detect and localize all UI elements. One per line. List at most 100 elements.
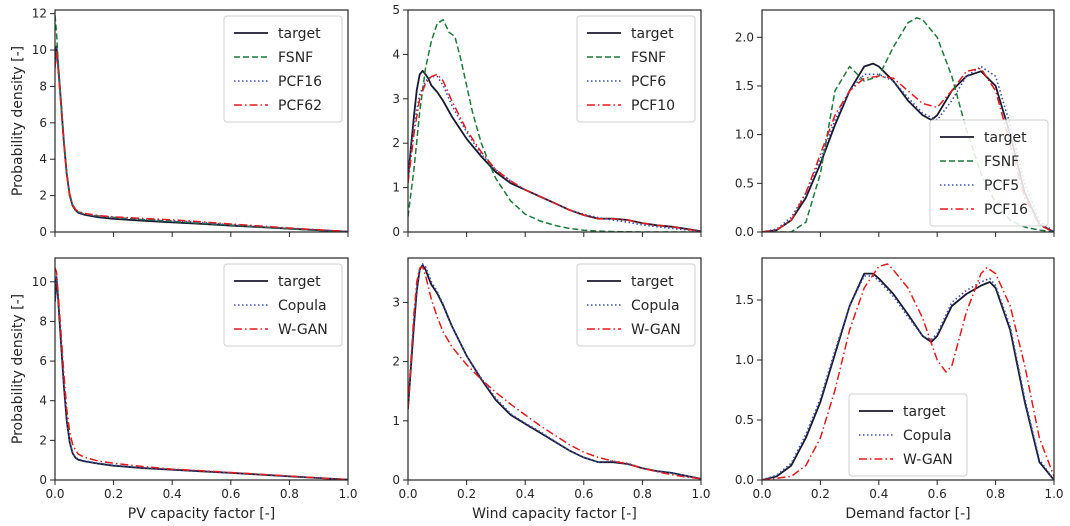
x-tick-label: 0.6	[221, 487, 240, 501]
legend-label-target: target	[278, 26, 321, 42]
y-tick-label: 4	[392, 47, 400, 61]
x-tick-label: 0.8	[986, 487, 1005, 501]
x-axis-label: Demand factor [-]	[845, 506, 970, 522]
axes-frame	[761, 9, 1055, 233]
legend-label-pcf10: PCF10	[631, 98, 675, 114]
y-tick-label: 1.5	[735, 79, 754, 93]
series-line-copula	[762, 275, 1054, 480]
legend-label-pcf5: PCF5	[984, 178, 1019, 194]
y-tick-label: 2	[392, 136, 400, 150]
series-line-target	[762, 272, 1054, 480]
legend-label-fsnf: FSNF	[984, 154, 1019, 170]
subplot-1-2: 0.0 0.5 1.0 1.5 0.0 0.2 0.4 0.6 0.8 1.0 Demand fac…	[735, 257, 1064, 522]
y-tick-label: 1	[392, 414, 400, 428]
x-axis-label: PV capacity factor [-]	[128, 506, 275, 522]
series-line-w-gan	[55, 267, 348, 480]
y-tick-label: 12	[32, 7, 47, 21]
x-tick-label: 1.0	[691, 487, 710, 501]
x-tick-label: 0.2	[104, 487, 123, 501]
axes-frame	[54, 257, 349, 481]
legend: target Copula W-GAN	[576, 263, 696, 347]
y-tick-label: 8	[39, 79, 47, 93]
x-tick-label: 0.0	[45, 487, 64, 501]
y-tick-label: 6	[39, 116, 47, 130]
series-line-w-gan	[408, 266, 701, 480]
x-tick-label: 0.0	[398, 487, 417, 501]
series-line-fsnf	[408, 19, 701, 232]
legend-box	[223, 263, 343, 347]
y-tick-label: 4	[39, 152, 47, 166]
y-tick-label: 2	[39, 189, 47, 203]
x-tick-label: 0.4	[163, 487, 182, 501]
subplot-0-2: 0.0 0.5 1.0 1.5 2.0 target FSNF PCF5 PCF16	[735, 9, 1055, 239]
axes-frame	[407, 257, 702, 481]
y-tick-label: 8	[39, 314, 47, 328]
y-tick-label: 4	[39, 394, 47, 408]
subplot-1-0: 0 2 4 6 8 10 0.0 0.2 0.4 0.6 0.8 1.0 PV capacity fac…	[10, 257, 358, 522]
x-tick-label: 0.2	[457, 487, 476, 501]
legend-label-w-gan: W-GAN	[278, 322, 328, 338]
legend-box	[576, 263, 696, 347]
subplot-0-1: 0 1 2 3 4 5 target FSNF PCF6 PCF10	[392, 3, 702, 239]
legend-label-pcf62: PCF62	[278, 98, 322, 114]
legend-box	[576, 15, 696, 123]
y-tick-label: 1.0	[735, 353, 754, 367]
y-tick-label: 1.0	[735, 128, 754, 142]
y-axis-label: Probability density [-]	[10, 46, 26, 196]
legend-label-copula: Copula	[278, 298, 327, 314]
legend-label-target: target	[984, 130, 1027, 146]
y-tick-label: 10	[32, 275, 47, 289]
y-tick-label: 2	[392, 355, 400, 369]
axes-frame	[54, 9, 349, 233]
y-tick-label: 0	[39, 473, 47, 487]
legend: target Copula W-GAN	[223, 263, 343, 347]
y-tick-label: 3	[392, 92, 400, 106]
axes-frame	[761, 257, 1055, 481]
series-line-pcf10	[408, 73, 701, 232]
y-tick-label: 10	[32, 43, 47, 57]
y-tick-label: 1	[392, 181, 400, 195]
legend-box	[223, 15, 343, 123]
y-tick-label: 0.0	[735, 225, 754, 239]
x-tick-label: 0.2	[811, 487, 830, 501]
legend-label-target: target	[631, 274, 674, 290]
series-line-copula	[55, 275, 348, 480]
legend: target FSNF PCF6 PCF10	[576, 15, 696, 123]
legend-label-pcf16: PCF16	[278, 74, 322, 90]
y-tick-label: 3	[392, 295, 400, 309]
legend-label-w-gan: W-GAN	[631, 322, 681, 338]
series-line-pcf5	[762, 65, 1054, 232]
x-tick-label: 0.8	[280, 487, 299, 501]
y-tick-label: 0	[392, 473, 400, 487]
x-tick-label: 0.6	[928, 487, 947, 501]
y-axis-label: Probability density [-]	[10, 294, 26, 444]
x-tick-label: 0.4	[516, 487, 535, 501]
legend-label-pcf16: PCF16	[984, 202, 1028, 218]
series-line-pcf62	[55, 51, 348, 232]
y-tick-label: 0.5	[735, 413, 754, 427]
legend-label-w-gan: W-GAN	[903, 452, 953, 468]
series-line-fsnf	[762, 17, 1054, 232]
legend: target Copula W-GAN	[848, 393, 968, 477]
y-tick-label: 2.0	[735, 30, 754, 44]
axes-frame	[407, 9, 702, 233]
x-axis-label: Wind capacity factor [-]	[472, 506, 637, 522]
legend-label-target: target	[278, 274, 321, 290]
legend-box	[929, 119, 1049, 227]
y-tick-label: 0	[392, 225, 400, 239]
y-tick-label: 2	[39, 433, 47, 447]
legend-label-copula: Copula	[903, 428, 952, 444]
x-tick-label: 1.0	[1044, 487, 1063, 501]
x-tick-label: 0.8	[633, 487, 652, 501]
legend: target FSNF PCF16 PCF62	[223, 15, 343, 123]
series-line-w-gan	[762, 263, 1054, 480]
y-tick-label: 0	[39, 225, 47, 239]
x-tick-label: 0.6	[574, 487, 593, 501]
subplot-0-0: 0 2 4 6 8 10 12 Probability density [-] target FS…	[10, 7, 349, 239]
series-line-target	[762, 62, 1054, 232]
legend-label-pcf6: PCF6	[631, 74, 666, 90]
legend-label-fsnf: FSNF	[278, 50, 313, 66]
subplot-1-1: 0 1 2 3 0.0 0.2 0.4 0.6 0.8 1.0 Wind capacity fact…	[392, 257, 711, 522]
x-tick-label: 0.0	[752, 487, 771, 501]
